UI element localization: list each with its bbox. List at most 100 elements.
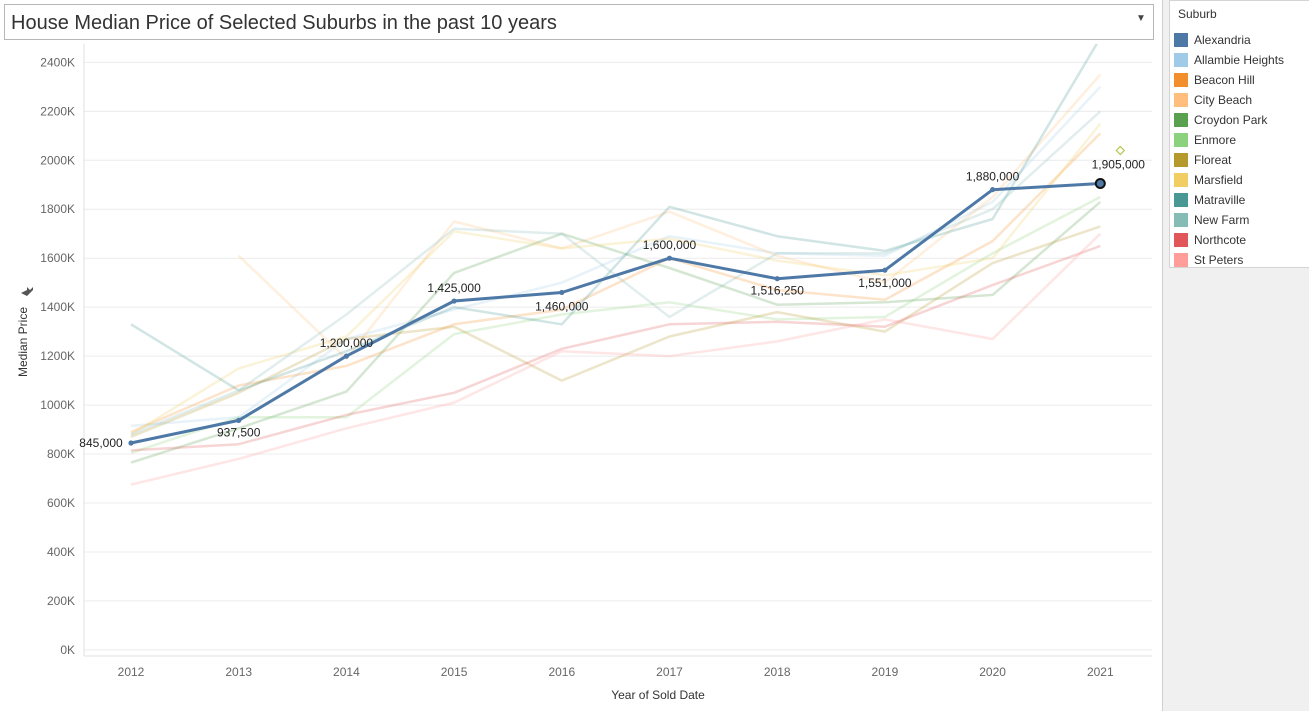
legend-title: Suburb [1178,7,1217,21]
data-label: 1,551,000 [858,276,912,290]
y-tick-label: 600K [47,496,75,510]
legend-swatch [1174,53,1188,67]
data-point [666,255,673,261]
data-point [1094,178,1106,190]
series-line [130,244,1101,452]
data-point [343,353,349,359]
legend-item[interactable]: City Beach [1174,90,1309,110]
x-tick-label: 2013 [225,665,252,679]
y-tick-label: 0K [60,643,75,657]
data-point [774,276,780,282]
legend-swatch [1174,173,1188,187]
x-axis-title: Year of Sold Date [611,688,705,702]
y-tick-label: 800K [47,447,75,461]
series-line [130,195,1101,454]
legend-swatch [1174,113,1188,127]
legend-item[interactable]: Croydon Park [1174,110,1309,130]
data-label: 1,200,000 [320,336,374,350]
legend-item[interactable]: Allambie Heights [1174,50,1309,70]
chevron-down-icon[interactable]: ▼ [1136,13,1146,24]
legend-item[interactable]: Alexandria [1174,30,1309,50]
y-tick-label: 1800K [40,202,75,216]
legend-label: City Beach [1194,93,1253,107]
legend-label: Croydon Park [1194,113,1268,127]
x-tick-label: 2016 [548,665,575,679]
data-label: 845,000 [79,436,123,450]
y-axis-title: Median Price [16,307,30,377]
x-tick-label: 2014 [333,665,360,679]
data-label: 937,500 [217,425,261,439]
legend-swatch [1174,93,1188,107]
data-label: 1,516,250 [751,284,805,298]
x-tick-label: 2020 [979,665,1006,679]
legend-swatch [1174,33,1188,47]
legend-label: Beacon Hill [1194,73,1255,87]
x-tick-label: 2018 [764,665,791,679]
y-tick-label: 1200K [40,349,75,363]
x-tick-label: 2021 [1087,665,1114,679]
series-line [130,200,1102,464]
legend-swatch [1174,193,1188,207]
legend-label: Marsfield [1194,173,1243,187]
data-label: 1,905,000 [1092,158,1146,172]
data-label: 1,600,000 [643,238,697,252]
legend-item[interactable]: Northcote [1174,230,1309,250]
data-point [990,187,996,193]
x-tick-label: 2019 [872,665,899,679]
series-line [130,232,1102,486]
legend-item[interactable]: Marsfield [1174,170,1309,190]
series-line [130,122,1102,436]
series-line-highlighted [130,182,1101,445]
y-tick-label: 1400K [40,300,75,314]
legend-label: Matraville [1194,193,1246,207]
data-point [236,417,242,423]
data-label: 1,425,000 [427,281,481,295]
data-point [128,440,134,446]
legend-label: Allambie Heights [1194,53,1285,67]
legend-label: Alexandria [1194,33,1251,47]
pin-icon [21,287,33,296]
series-line [130,225,1101,439]
marker-icon [1115,145,1126,156]
legend-item[interactable]: New Farm [1174,210,1309,230]
x-tick-label: 2017 [656,665,683,679]
data-label: 1,460,000 [535,299,589,313]
chart-area: 0K 200K 400K 600K 800K 1000K 1200K 1400K 1600K 18… [0,44,1160,711]
series-line [130,44,1099,392]
series-line [237,73,1102,360]
legend-label: Northcote [1194,233,1247,247]
data-point [559,289,565,296]
series-line [130,132,1102,434]
legend-label: Enmore [1194,133,1237,147]
legend-swatch [1174,133,1188,147]
legend: Suburb Alexandria Allambie Heights Beacon … [1169,0,1309,268]
x-tick-label: 2012 [118,665,145,679]
legend-swatch [1174,253,1188,267]
y-tick-label: 200K [47,594,75,608]
legend-label: New Farm [1194,213,1250,227]
title-selector[interactable]: House Median Price of Selected Suburbs i… [4,4,1154,40]
legend-swatch [1174,153,1188,167]
x-tick-label: 2015 [441,665,468,679]
legend-item[interactable]: Enmore [1174,130,1309,150]
legend-label: St Peters [1194,253,1244,267]
y-tick-label: 1600K [40,251,75,265]
legend-label: Floreat [1194,153,1232,167]
legend-item[interactable]: St Peters [1174,250,1309,270]
legend-item[interactable]: Floreat [1174,150,1309,170]
y-tick-label: 1000K [40,398,75,412]
line-chart[interactable]: 0K 200K 400K 600K 800K 1000K 1200K 1400K 1600K 18… [0,44,1160,711]
legend-swatch [1174,73,1188,87]
data-point [451,298,457,304]
legend-swatch [1174,213,1188,227]
legend-panel: Suburb Alexandria Allambie Heights Beacon … [1162,0,1309,711]
legend-swatch [1174,233,1188,247]
y-tick-label: 400K [47,545,75,559]
data-point [882,267,888,273]
page-title: House Median Price of Selected Suburbs i… [11,12,557,34]
legend-item[interactable]: Beacon Hill [1174,70,1309,90]
y-tick-label: 2000K [40,153,75,167]
data-label: 1,880,000 [966,170,1020,184]
legend-item[interactable]: Matraville [1174,190,1309,210]
y-tick-label: 2200K [40,104,75,118]
